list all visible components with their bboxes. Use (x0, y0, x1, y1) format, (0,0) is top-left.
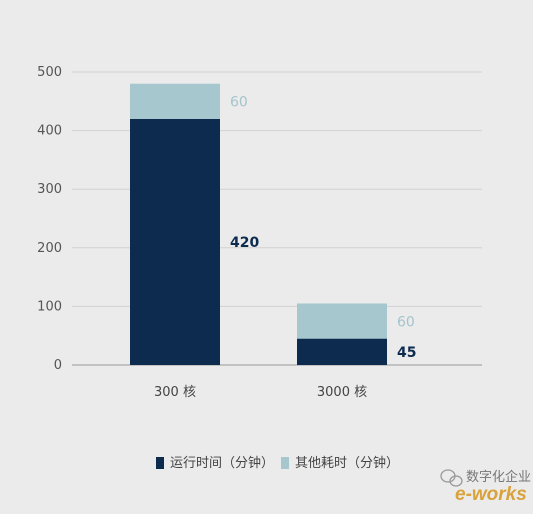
bar-1-1 (297, 303, 387, 339)
e-works-logo: e-works (455, 484, 527, 505)
data-label-1-1: 60 (397, 314, 415, 330)
data-label-0-0: 420 (230, 235, 259, 251)
y-axis: 0 100 200 300 400 500 (37, 65, 62, 373)
y-tick-label-300: 300 (37, 182, 62, 197)
legend-label-0: 运行时间（分钟） (170, 455, 274, 471)
bar-0-1 (130, 83, 220, 119)
y-tick-label-400: 400 (37, 124, 62, 139)
data-labels: 420 60 45 60 (230, 95, 416, 361)
bars (130, 83, 387, 365)
legend-swatch-1 (281, 457, 289, 469)
wechat-icon (440, 469, 463, 487)
watermark-text: 数字化企业 (466, 469, 531, 485)
legend-swatch-0 (156, 457, 164, 469)
y-tick-label-500: 500 (37, 65, 62, 80)
y-tick-label-100: 100 (37, 299, 62, 314)
legend-label-1: 其他耗时（分钟） (295, 455, 399, 471)
bar-1-0 (297, 338, 387, 365)
data-label-1-0: 45 (397, 345, 416, 361)
y-tick-label-0: 0 (54, 358, 62, 373)
legend: 运行时间（分钟） 其他耗时（分钟） (156, 455, 399, 471)
x-tick-label-1: 3000 核 (317, 385, 367, 400)
x-tick-label-0: 300 核 (154, 385, 196, 400)
watermark: 数字化企业 e-works (440, 469, 531, 505)
y-tick-label-200: 200 (37, 241, 62, 256)
bar-0-0 (130, 118, 220, 365)
x-axis: 300 核 3000 核 (154, 385, 367, 400)
data-label-0-1: 60 (230, 95, 248, 111)
